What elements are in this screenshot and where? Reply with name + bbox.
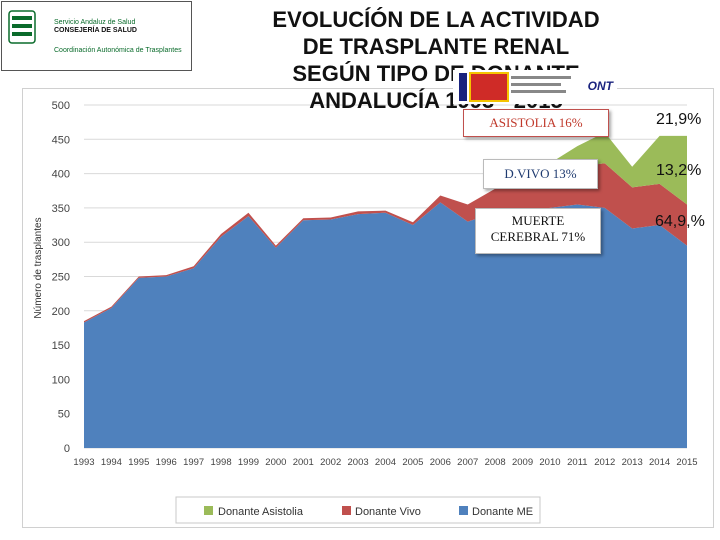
x-tick-label: 2002: [320, 457, 341, 468]
y-tick-label: 150: [52, 340, 70, 352]
y-tick-label: 100: [52, 374, 70, 386]
x-tick-label: 2000: [265, 457, 286, 468]
x-tick-label: 1994: [101, 457, 122, 468]
x-tick-label: 1997: [183, 457, 204, 468]
vivo-annotation: D.VIVO 13%: [483, 159, 598, 189]
legend-swatch-vivo: [342, 506, 351, 515]
y-tick-label: 200: [52, 306, 70, 318]
x-tick-label: 2006: [430, 457, 451, 468]
y-tick-label: 500: [52, 100, 70, 112]
x-tick-label: 2005: [402, 457, 423, 468]
x-tick-label: 2010: [539, 457, 560, 468]
x-tick-label: 1996: [156, 457, 177, 468]
x-tick-label: 1995: [128, 457, 149, 468]
title-line-1: EVOLUCÍÓN DE LA ACTIVIDAD: [272, 7, 600, 32]
pct-asistolia: 21,9%: [656, 111, 702, 128]
legend-label-me: Donante ME: [472, 506, 533, 518]
legend-label-asistolia: Donante Asistolia: [218, 506, 304, 518]
y-tick-label: 300: [52, 237, 70, 249]
y-tick-label: 400: [52, 169, 70, 181]
logo-line-3: Coordinación Autonómica de Trasplantes: [54, 47, 182, 54]
andalucia-emblem-icon: [8, 10, 36, 44]
legend: Donante Asistolia Donante Vivo Donante M…: [175, 496, 541, 524]
x-tick-label: 2004: [375, 457, 396, 468]
x-tick-label: 2001: [293, 457, 314, 468]
logo-line-2: CONSEJERÍA DE SALUD: [54, 27, 137, 34]
x-tick-label: 2009: [512, 457, 533, 468]
x-tick-label: 1999: [238, 457, 259, 468]
y-tick-label: 350: [52, 203, 70, 215]
me-annotation: MUERTE CEREBRAL 71%: [475, 208, 601, 254]
ont-logo: ONT: [453, 70, 617, 104]
ministerio-shield-icon: [453, 70, 617, 104]
x-tick-label: 1998: [210, 457, 231, 468]
x-tick-label: 2011: [567, 457, 587, 468]
y-axis-label: Número de trasplantes: [33, 217, 44, 318]
x-tick-label: 2014: [649, 457, 670, 468]
area-donante-vivo: [84, 163, 687, 323]
y-tick-label: 250: [52, 272, 70, 284]
me-annotation-line-2: CEREBRAL 71%: [490, 229, 586, 244]
y-tick-label: 0: [64, 443, 70, 455]
logo-line-1: Servicio Andaluz de Salud: [54, 19, 136, 26]
legend-swatch-me: [459, 506, 468, 515]
chart-frame: [22, 88, 714, 528]
y-tick-label: 450: [52, 134, 70, 146]
me-annotation-line-1: MUERTE: [511, 213, 565, 228]
pct-me: 64,9,%: [655, 213, 705, 230]
ont-text: ONT: [587, 79, 613, 93]
x-tick-label: 1993: [73, 457, 94, 468]
x-tick-label: 2013: [622, 457, 643, 468]
sas-logo: Servicio Andaluz de Salud CONSEJERÍA DE …: [1, 1, 192, 71]
asistolia-annotation: ASISTOLIA 16%: [463, 109, 609, 137]
title-line-2: DE TRASPLANTE RENAL: [302, 34, 570, 59]
area-donante-me: [84, 202, 687, 448]
legend-label-vivo: Donante Vivo: [355, 506, 421, 518]
x-tick-label: 2003: [348, 457, 369, 468]
x-tick-label: 2007: [457, 457, 478, 468]
y-tick-label: 50: [58, 409, 70, 421]
x-tick-label: 2015: [676, 457, 697, 468]
x-tick-label: 2012: [594, 457, 615, 468]
pct-vivo: 13,2%: [656, 162, 702, 179]
legend-swatch-asistolia: [204, 506, 213, 515]
x-tick-label: 2008: [485, 457, 506, 468]
